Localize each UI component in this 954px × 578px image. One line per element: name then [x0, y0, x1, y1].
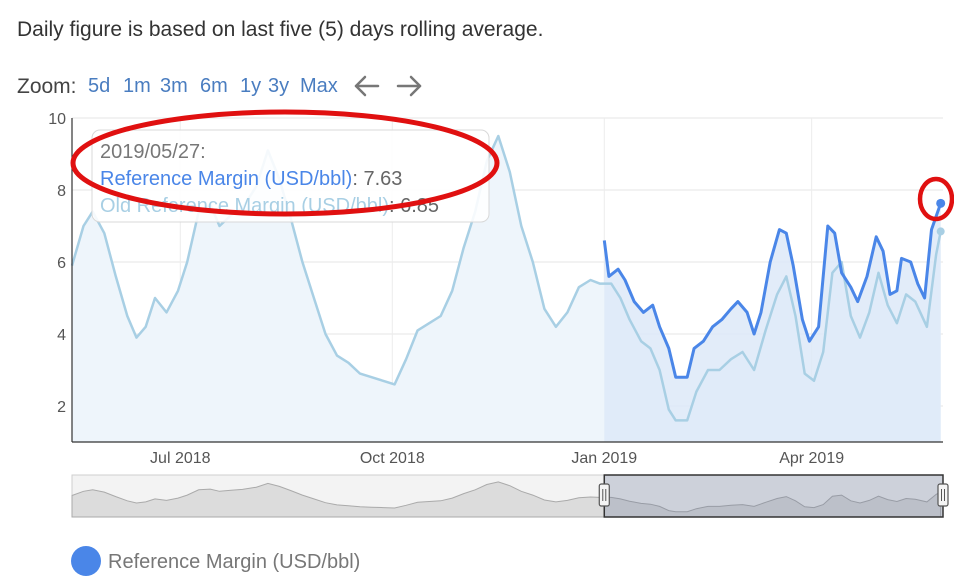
zoom-button-max[interactable]: Max: [300, 75, 338, 97]
navigator-series-area: [71, 481, 942, 518]
legend-marker[interactable]: [71, 546, 101, 576]
x-tick-label: Oct 2018: [360, 450, 425, 467]
highlight-ellipse-point: [917, 176, 954, 222]
y-axis: 2 4 6 8 10: [48, 111, 73, 442]
zoom-button-1y[interactable]: 1y: [240, 75, 261, 97]
ref-series-line: [602, 202, 943, 379]
tooltip-ref-value: : 7.63: [352, 168, 402, 190]
x-tick-label: Jul 2018: [150, 450, 211, 467]
navigator-handle-right[interactable]: [937, 483, 949, 507]
tooltip-date: 2019/05/27:: [100, 141, 206, 163]
ref-series-area: [604, 203, 941, 442]
arrow-right-icon[interactable]: [396, 75, 422, 97]
legend-label[interactable]: Reference Margin (USD/bbl): [108, 551, 360, 573]
y-tick-label: 2: [57, 399, 66, 416]
rolling-average-note: Daily figure is based on last five (5) d…: [17, 18, 543, 41]
x-tick-label: Jan 2019: [571, 450, 637, 467]
navigator-handle-left[interactable]: [598, 483, 610, 507]
tooltip-ref-line: Reference Margin (USD/bbl): 7.63: [100, 168, 402, 190]
tooltip-ref-label: Reference Margin (USD/bbl): [100, 168, 352, 190]
tooltip: 2019/05/27: Reference Margin (USD/bbl): …: [91, 129, 490, 223]
y-tick-label: 10: [48, 111, 66, 128]
old-series-area: [72, 136, 941, 442]
y-tick-label: 4: [57, 327, 66, 344]
y-tick-label: 6: [57, 255, 66, 272]
old-series-last-point: [936, 227, 945, 236]
zoom-button-1m[interactable]: 1m: [123, 75, 151, 97]
y-tick-label: 8: [57, 183, 66, 200]
zoom-button-3m[interactable]: 3m: [160, 75, 188, 97]
zoom-button-5d[interactable]: 5d: [88, 75, 110, 97]
navigator-selected-range[interactable]: [603, 474, 944, 518]
x-tick-label: Apr 2019: [779, 450, 844, 467]
zoom-button-6m[interactable]: 6m: [200, 75, 228, 97]
navigator[interactable]: [71, 474, 949, 518]
ref-series-last-point[interactable]: [936, 198, 946, 208]
zoom-label: Zoom:: [17, 75, 77, 98]
highlight-ellipse-tooltip: [70, 109, 500, 217]
x-axis: Jul 2018 Oct 2018 Jan 2019 Apr 2019: [72, 441, 943, 467]
arrow-left-icon[interactable]: [354, 75, 380, 97]
zoom-button-3y[interactable]: 3y: [268, 75, 289, 97]
